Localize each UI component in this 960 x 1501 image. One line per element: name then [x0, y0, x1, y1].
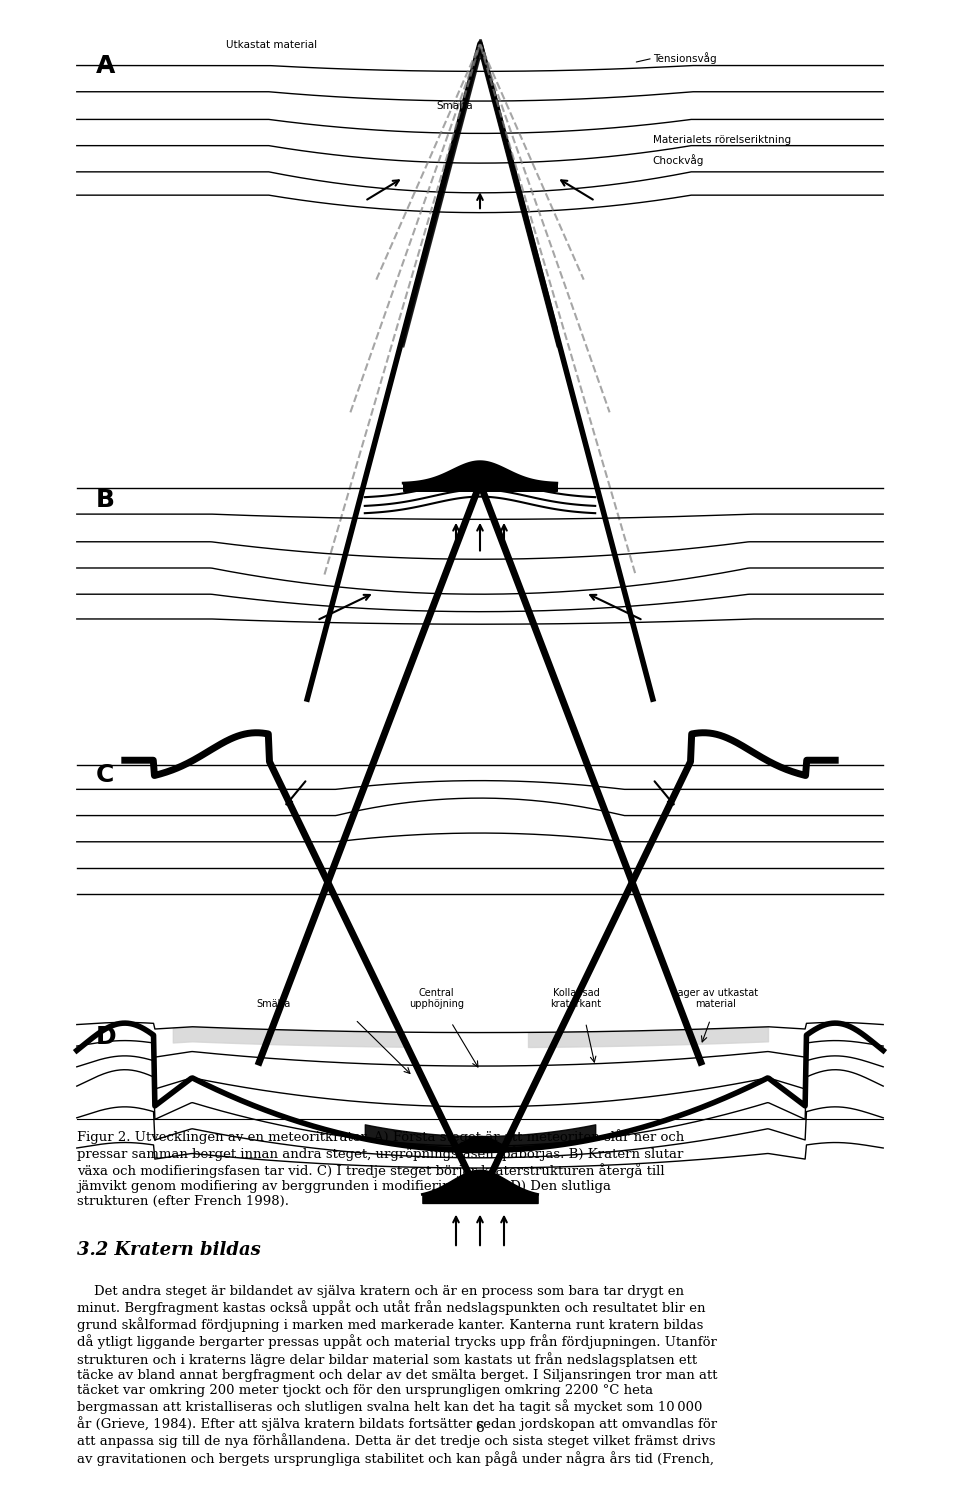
Text: Materialets rörelseriktning: Materialets rörelseriktning: [653, 135, 791, 144]
Text: Smälta: Smälta: [256, 1000, 291, 1009]
Text: Lager av utkastat
material: Lager av utkastat material: [672, 988, 758, 1009]
Text: Tensionsvåg: Tensionsvåg: [653, 53, 716, 65]
Text: Smälta: Smälta: [437, 101, 473, 111]
Text: Det andra steget är bildandet av själva kratern och är en process som bara tar d: Det andra steget är bildandet av själva …: [77, 1285, 717, 1465]
Text: A: A: [96, 54, 115, 78]
Text: 6: 6: [475, 1420, 485, 1435]
Text: Kollapsad
kraterkant: Kollapsad kraterkant: [550, 988, 602, 1009]
Text: 3.2 Kratern bildas: 3.2 Kratern bildas: [77, 1241, 260, 1259]
Text: C: C: [96, 763, 114, 787]
Text: Chockvåg: Chockvåg: [653, 155, 705, 167]
Text: B: B: [96, 488, 115, 512]
Text: Utkastat material: Utkastat material: [226, 41, 317, 50]
Text: Figur 2. Utvecklingen av en meteoritkrater. A) Första steget är att meteoriten s: Figur 2. Utvecklingen av en meteoritkrat…: [77, 1129, 684, 1208]
Text: Central
upphöjning: Central upphöjning: [409, 988, 465, 1009]
Text: D: D: [96, 1025, 116, 1049]
